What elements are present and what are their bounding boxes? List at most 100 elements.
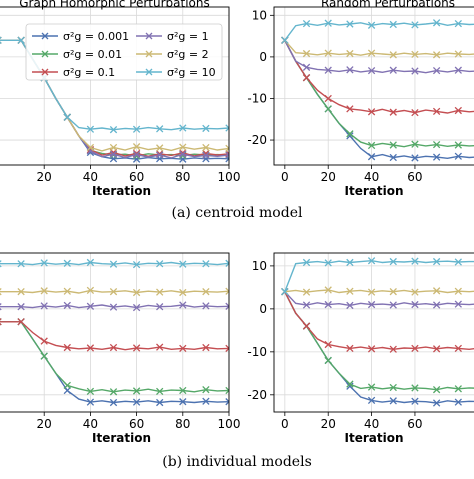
legend-label: σ²g = 10 [167,66,216,79]
data-point [432,345,441,353]
data-point [17,318,25,326]
data-point [179,288,187,297]
x-axis-label: Iteration [345,431,404,445]
data-point [179,386,187,395]
data-point [17,36,25,44]
data-point [389,288,397,296]
data-point [156,144,164,152]
data-point [432,19,441,27]
series-group [281,19,474,162]
caption-centroid-model: (a) centroid model [171,205,303,221]
data-point [324,286,332,294]
data-point [367,396,376,405]
data-point [346,66,354,74]
data-point [411,300,419,309]
data-point [179,150,187,158]
data-point [432,66,441,75]
legend-swatch-marker [145,68,153,76]
panel-bottom-left: 20 40 60 80 100 Iteration [0,252,240,445]
data-point [324,105,332,113]
data-point [202,143,210,152]
legend-label: σ²g = 2 [167,48,209,61]
data-point [202,124,210,133]
data-point [86,286,95,295]
data-point [346,301,354,310]
data-point [454,258,462,266]
data-point [0,260,2,268]
data-point [132,387,141,395]
data-point [40,302,48,310]
x-tick-label: 40 [83,417,98,431]
data-point [156,387,164,396]
data-point [367,66,376,75]
data-point [0,318,2,326]
x-tick-label: 20 [321,170,336,184]
data-point [156,260,164,268]
data-point [132,344,141,352]
data-point [156,125,164,133]
data-point [454,50,462,58]
x-tick-label: 40 [364,417,379,431]
data-point [389,383,397,392]
data-point [454,398,462,406]
legend-box [25,23,223,81]
data-point [389,301,397,309]
data-point [0,303,2,311]
data-point [63,301,71,310]
data-point [411,154,419,162]
series-line [284,289,474,294]
data-point [432,107,441,116]
data-point [202,385,210,394]
data-point [202,397,210,405]
data-point [225,287,229,295]
data-point [432,399,441,407]
legend-item: σ²g = 1 [136,30,209,43]
data-point [86,398,95,406]
series-line [284,39,474,56]
data-point [454,19,462,28]
legend-label: σ²g = 1 [167,30,209,43]
y-tick-label: -20 [247,388,267,402]
data-point [411,140,419,148]
legend-swatch-marker [41,68,49,76]
plot-frame [273,252,474,413]
data-point [367,49,376,57]
data-point [389,257,397,266]
data-point [156,151,164,159]
data-point [432,301,441,309]
y-tick-label: 0 [259,50,267,64]
data-point [225,151,229,159]
panel-title: Random Perturbations [321,0,455,10]
data-point [86,143,95,152]
data-point [132,288,141,297]
data-point [367,383,376,391]
data-point [225,259,229,267]
data-point [225,344,229,353]
data-point [86,344,95,352]
data-point [411,344,419,353]
data-point [281,288,289,296]
data-point [17,260,25,268]
data-point [389,345,397,353]
series-line [284,39,474,148]
data-point [302,322,311,330]
data-point [389,51,397,59]
data-point [109,125,118,134]
legend-label: σ²g = 0.01 [63,48,122,61]
data-point [281,36,289,44]
data-point [179,344,187,353]
data-point [156,288,164,296]
data-point [109,288,118,296]
x-tick-label: 20 [321,417,336,431]
x-tick-label: 0 [281,417,289,431]
y-tick-label: -20 [247,133,267,147]
series-line [0,321,229,393]
legend-swatch-marker [145,50,153,58]
data-point [225,302,229,310]
data-point [132,143,141,151]
series-line [0,321,229,351]
data-point [432,140,441,149]
series-line [284,22,474,41]
series-line [284,291,474,351]
